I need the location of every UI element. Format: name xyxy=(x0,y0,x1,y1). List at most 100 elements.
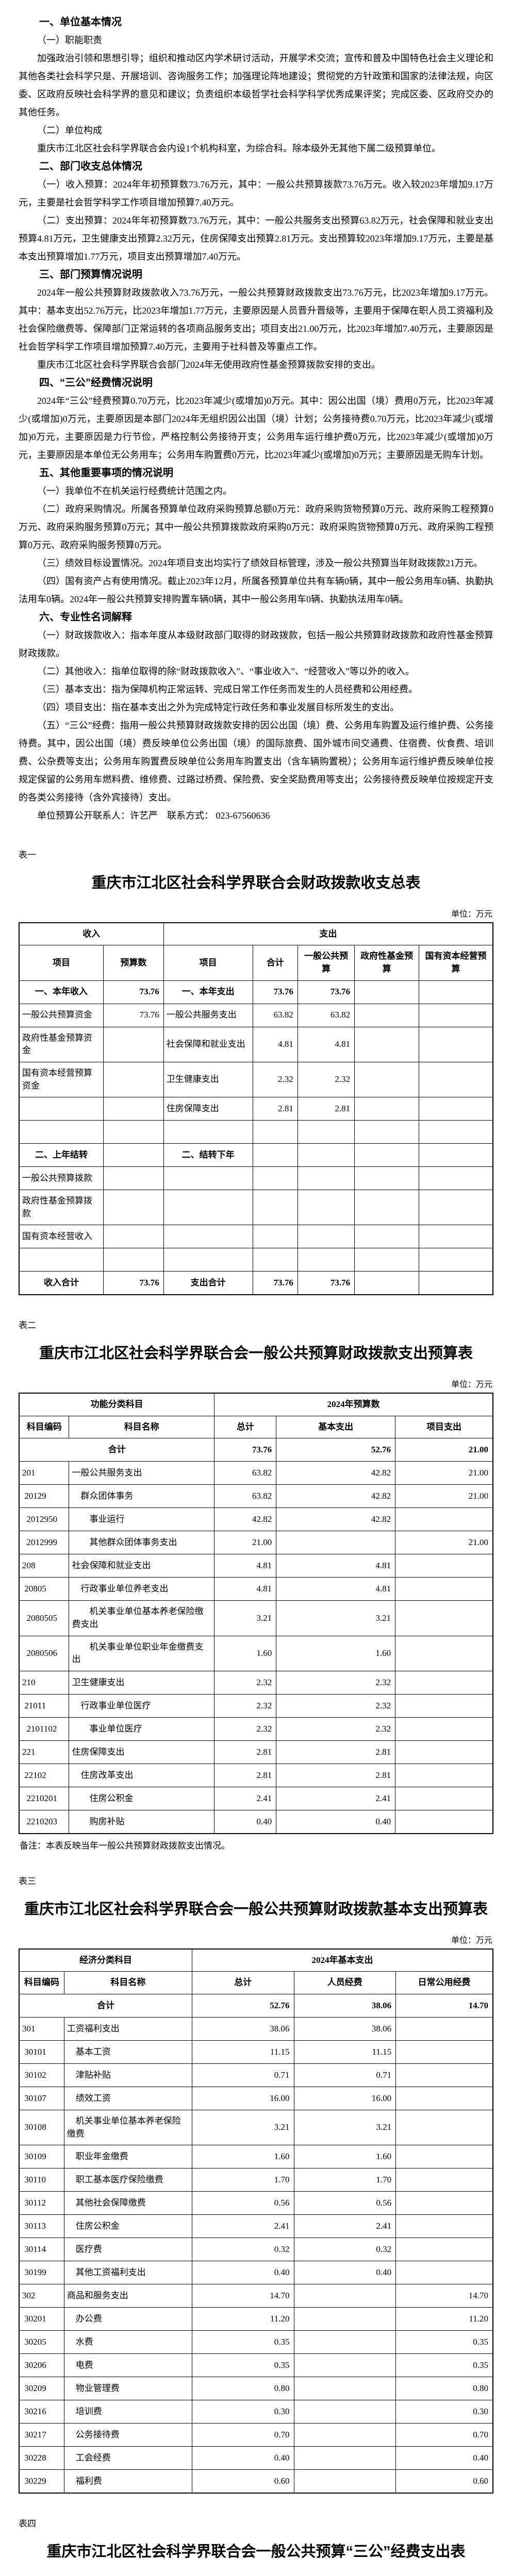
table-cell: 0.40 xyxy=(293,2261,397,2285)
intro-paragraph: （一）财政拨款收入：指本年度从本级财政部门取得的财政拨款，包括一般公共预算财政拨… xyxy=(19,630,493,658)
table-cell xyxy=(354,1026,420,1062)
intro-paragraph: （四）项目支出：指在基本支出之外为完成特定行政任务和事业发展目标所发生的支出。 xyxy=(37,702,399,713)
table-cell: 4.81 xyxy=(252,1026,298,1062)
table-cell: 0.40 xyxy=(395,2446,493,2470)
table-cell: 职业年金缴费 xyxy=(63,2145,192,2169)
table-cell: 301 xyxy=(19,2016,64,2041)
intro-paragraph: 重庆市江北区社会科学界联合会内设1个机构科室，为综合科。除本级外无其他下属二级预… xyxy=(37,143,441,154)
table-cell xyxy=(103,1225,164,1249)
table-cell: 11.20 xyxy=(191,2307,294,2331)
table-cell: 52.76 xyxy=(276,1438,396,1462)
table-cell: 行政事业单位医疗 xyxy=(69,1693,215,1718)
table-cell: 0.32 xyxy=(293,2238,397,2262)
section-heading: 三、部门预算情况说明 xyxy=(39,269,142,280)
table-cell: 社会保障和就业支出 xyxy=(163,1026,253,1062)
table-cell: 合计 xyxy=(19,1438,215,1462)
table-cell: 42.82 xyxy=(276,1507,396,1532)
table-cell: 一般公共预算拨款 xyxy=(19,1166,104,1191)
table-cell: 42.82 xyxy=(214,1507,277,1532)
table-cell: 工资福利支出 xyxy=(63,2016,192,2041)
table-cell xyxy=(395,1577,493,1601)
table-cell xyxy=(395,2191,493,2215)
table-cell: 2210201 xyxy=(19,1786,70,1810)
table-row: 30199 其他工资福利支出 0.40 0.40 xyxy=(19,2261,493,2285)
table-cell: 一、本年收入 xyxy=(19,980,104,1004)
table-section-4: 表四重庆市江北区社会科学界联合会一般公共预算“三公”经费支出表单位：万元2024… xyxy=(19,2516,493,2576)
table-cell: 群众团体事务 xyxy=(69,1484,215,1509)
table-cell: 工会经费 xyxy=(63,2446,192,2470)
table-cell: 商品和服务支出 xyxy=(63,2284,192,2308)
table-cell xyxy=(395,2145,493,2169)
table-label: 表二 xyxy=(19,1320,36,1331)
table-cell xyxy=(395,1786,493,1810)
table-cell: 其他群众团体事务支出 xyxy=(69,1531,215,1555)
unit-label: 单位：万元 xyxy=(451,1936,492,1945)
table-cell xyxy=(419,1225,493,1249)
table-cell: 2.32 xyxy=(214,1670,277,1694)
table-cell: 21011 xyxy=(19,1693,70,1718)
table-cell: 30205 xyxy=(19,2330,64,2354)
table-cell: 绩效工资 xyxy=(63,2086,192,2110)
table-cell: 73.76 xyxy=(252,980,298,1004)
table-cell xyxy=(354,1120,420,1144)
table-cell: 一般公共服务支出 xyxy=(69,1461,215,1485)
table-cell: 30114 xyxy=(19,2238,64,2262)
table-label: 表一 xyxy=(19,850,36,860)
table-row: 208 社会保障和就业支出 4.81 4.81 xyxy=(19,1554,493,1578)
table-cell: 职工基本医疗保险缴费 xyxy=(63,2168,192,2192)
table-cell: 30108 xyxy=(19,2109,64,2146)
table-cell xyxy=(354,1003,420,1027)
table-cell: 住房保障支出 xyxy=(163,1097,253,1121)
table-cell xyxy=(163,1166,253,1191)
table-cell xyxy=(419,1143,493,1167)
table-cell: 住房公积金 xyxy=(69,1786,215,1810)
unit-row: 单位：万元 xyxy=(20,907,492,919)
table-cell xyxy=(419,1061,493,1098)
table-cell: 4.81 xyxy=(214,1554,277,1578)
table-row: 合计 52.76 38.06 14.70 xyxy=(19,1993,493,2018)
table-cell: 30209 xyxy=(19,2377,64,2401)
table-cell: 4.81 xyxy=(214,1577,277,1601)
header-cell: 项目 xyxy=(163,945,253,981)
table-cell xyxy=(163,1248,253,1272)
table-cell: 2.81 xyxy=(276,1740,396,1764)
table-cell: 国有资本经营收入 xyxy=(19,1225,104,1249)
table-cell: 30101 xyxy=(19,2040,64,2064)
table-cell: 2.32 xyxy=(276,1717,396,1741)
header-cell: 国有资本经营预算 xyxy=(419,945,493,981)
table-cell: 政府性基金预算资金 xyxy=(19,1026,104,1062)
table-cell: 30113 xyxy=(19,2214,64,2239)
table-cell: 0.56 xyxy=(191,2191,294,2215)
table-cell: 机关事业单位职业年金缴费支出 xyxy=(69,1635,215,1671)
table-cell: 物业管理费 xyxy=(63,2377,192,2401)
intro-paragraph: （二）政府采购情况。所属各预算单位政府采购预算总额0万元：政府采购货物预算0万元… xyxy=(19,504,493,550)
table-cell xyxy=(354,1190,420,1226)
intro-paragraph: （三）绩效目标设置情况。2024年项目支出均实行了绩效目标管理，涉及一般公共预算… xyxy=(37,558,483,568)
table-cell: 30206 xyxy=(19,2353,64,2378)
table-cell: 住房保障支出 xyxy=(69,1740,215,1764)
table-cell: 73.76 xyxy=(103,1271,164,1295)
table-cell: 0.40 xyxy=(191,2446,294,2470)
intro-paragraph: （二）支出预算：2024年年初预算数73.76万元，其中：一般公共服务支出预算6… xyxy=(19,215,493,262)
table-cell: 其他工资福利支出 xyxy=(63,2261,192,2285)
table-row: 301 工资福利支出 38.06 38.06 xyxy=(19,2016,493,2041)
table-cell xyxy=(354,1166,420,1191)
table-row: 210 卫生健康支出 2.32 2.32 xyxy=(19,1670,493,1694)
unit-row: 单位：万元 xyxy=(20,1933,492,1945)
table-cell xyxy=(395,2261,493,2285)
table-cell: 0.35 xyxy=(395,2330,493,2354)
table-cell: 221 xyxy=(19,1740,70,1764)
table-label: 表四 xyxy=(19,2519,36,2529)
table-cell: 0.60 xyxy=(395,2469,493,2494)
table-cell xyxy=(293,2377,397,2401)
budget-table: 收入 支出 项目 预算数 项目 合计 一般公共预算 政府性基金预算 国有资本经营预算 一、本年收入… xyxy=(19,922,493,1296)
header-row: 科目编码 科目名称 总计 基本支出 项目支出 xyxy=(19,1415,493,1439)
table-row: 一、本年收入 73.76 一、本年支出 73.76 73.76 xyxy=(19,980,493,1004)
budget-table: 功能分类科目 2024年预算数 科目编码 科目名称 总计 基本支出 项目支出 合计 73.76 5… xyxy=(19,1393,493,1834)
section-heading: 一、单位基本情况 xyxy=(39,16,122,28)
table-cell: 20805 xyxy=(19,1577,70,1601)
table-row: 30108 机关事业单位基本养老保险缴费 3.21 3.21 xyxy=(19,2109,493,2146)
table-row xyxy=(19,1248,493,1272)
table-row: 30107 绩效工资 16.00 16.00 xyxy=(19,2086,493,2110)
section-heading: 四、“三公”经费情况说明 xyxy=(39,377,153,388)
